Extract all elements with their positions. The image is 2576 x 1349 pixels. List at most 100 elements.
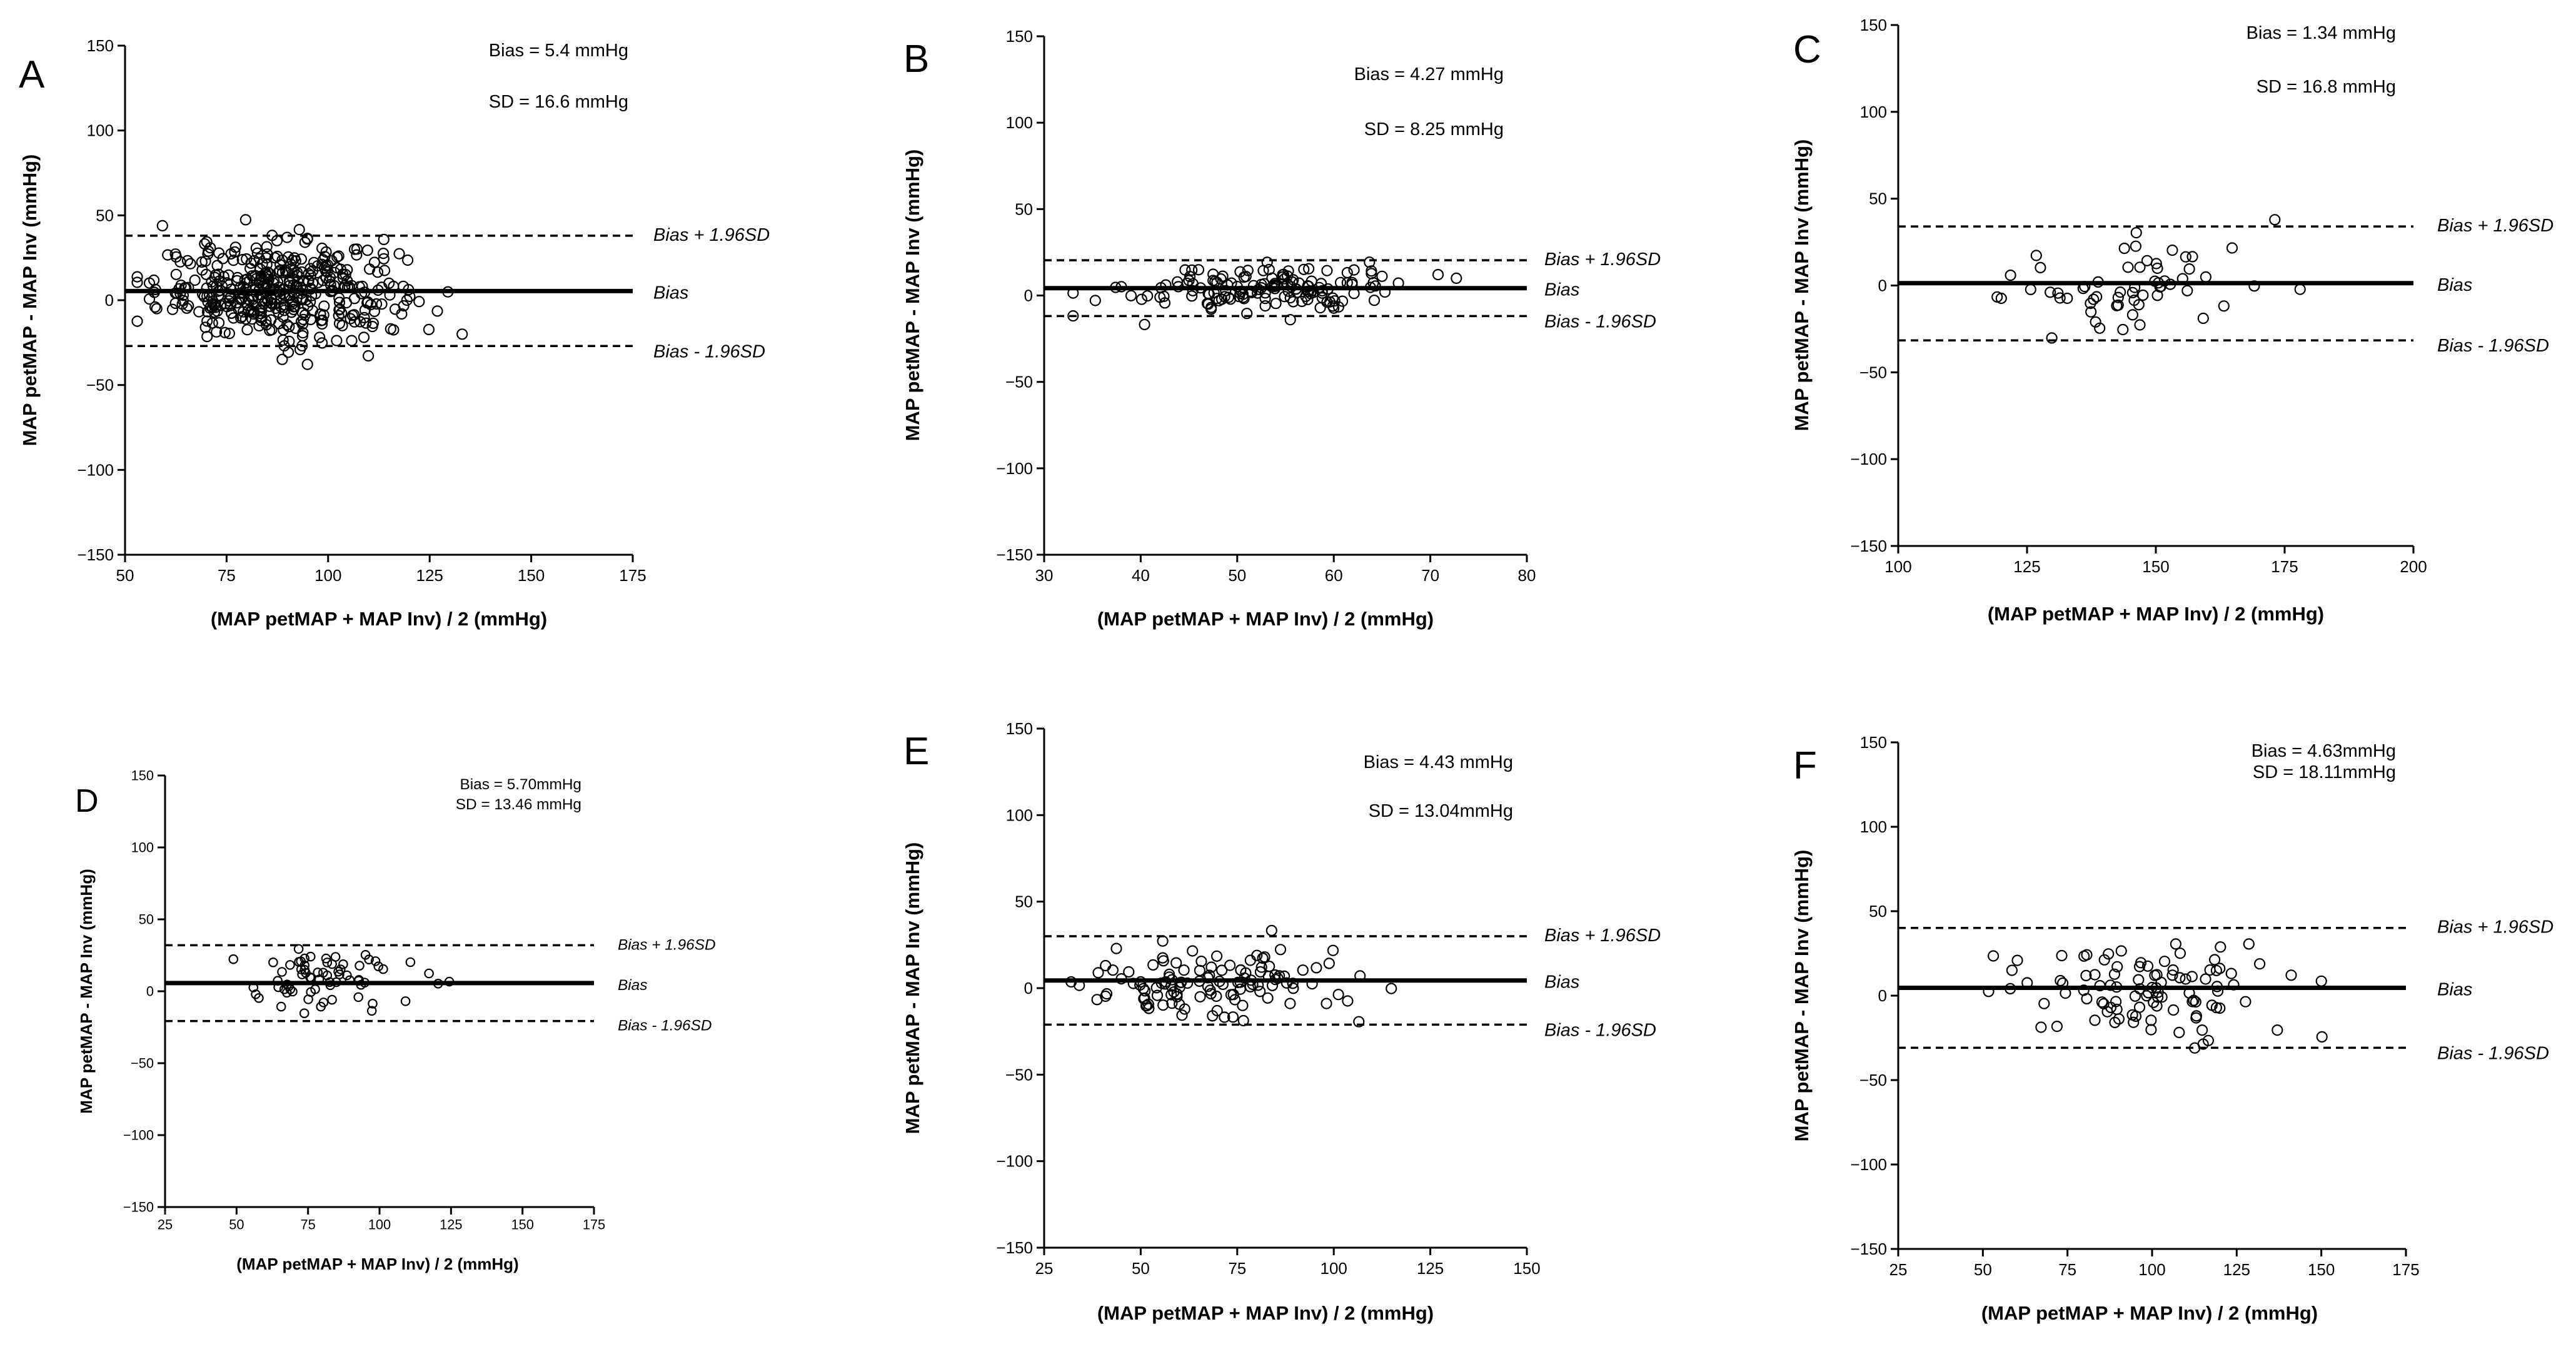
data-point: [2150, 258, 2162, 270]
data-point: [316, 1001, 326, 1012]
data-point: [423, 323, 435, 336]
data-point: [2166, 245, 2178, 256]
y-tick-label: −50: [86, 376, 114, 395]
data-point: [300, 294, 312, 306]
data-point: [256, 311, 268, 323]
data-point: [2174, 972, 2186, 984]
x-tick-label: 200: [2400, 557, 2427, 576]
data-point: [184, 258, 196, 270]
panel-letter: C: [1793, 28, 1821, 71]
data-point: [2214, 962, 2226, 974]
data-point: [196, 256, 208, 268]
data-point: [378, 233, 390, 245]
data-point: [317, 254, 330, 266]
y-axis-title: MAP petMAP - MAP Inv (mmHg): [77, 869, 96, 1113]
data-point: [1241, 308, 1253, 320]
data-point: [1245, 286, 1258, 298]
bias-annotation: Bias = 5.4 mmHg: [489, 41, 628, 61]
data-point: [2145, 1014, 2157, 1026]
sd-annotation: SD = 18.11mmHg: [2253, 762, 2396, 782]
data-point: [1089, 295, 1101, 306]
y-axis-title: MAP petMAP - MAP Inv (mmHg): [902, 842, 923, 1134]
data-point: [306, 987, 316, 997]
y-tick-label: 150: [1860, 16, 1887, 34]
data-point: [296, 294, 308, 306]
data-point: [1282, 285, 1294, 297]
data-point: [396, 308, 408, 320]
data-point: [1297, 964, 1309, 976]
data-point: [278, 340, 290, 352]
data-point: [1211, 276, 1223, 288]
data-point: [213, 268, 224, 280]
data-point: [378, 265, 391, 276]
data-point: [1306, 978, 1318, 990]
bias-label: Bias: [653, 283, 688, 303]
data-point: [325, 286, 336, 298]
data-point: [1194, 991, 1206, 1003]
data-point: [1067, 287, 1079, 299]
data-point: [1154, 291, 1166, 303]
data-point: [2151, 262, 2163, 275]
bias-label: Bias: [618, 977, 647, 994]
data-point: [2130, 1010, 2142, 1023]
data-point: [1187, 285, 1199, 296]
data-point: [1368, 295, 1381, 306]
data-point: [1151, 989, 1164, 1001]
data-point: [2079, 281, 2091, 293]
data-point: [293, 224, 305, 236]
data-point: [283, 346, 294, 358]
data-point: [1205, 301, 1217, 313]
data-point: [333, 296, 346, 308]
data-point: [2094, 979, 2106, 992]
data-point: [1279, 970, 1291, 983]
data-point: [342, 970, 352, 981]
data-point: [315, 315, 327, 326]
data-point: [1451, 272, 1462, 284]
data-point: [2158, 956, 2171, 968]
y-tick-label: 150: [1860, 733, 1887, 752]
data-point: [2226, 242, 2238, 254]
data-point: [351, 249, 363, 261]
data-point: [283, 251, 294, 263]
data-point: [337, 272, 349, 284]
data-point: [2141, 960, 2154, 972]
data-point: [225, 248, 237, 260]
data-point: [276, 1001, 286, 1012]
data-point: [1215, 293, 1228, 305]
data-point: [228, 255, 239, 266]
y-axis-title: MAP petMAP - MAP Inv (mmHg): [1791, 850, 1813, 1142]
data-point: [1237, 999, 1249, 1011]
y-tick-label: 100: [1006, 113, 1033, 132]
data-point: [248, 983, 259, 993]
data-point: [2243, 938, 2255, 950]
x-tick-label: 100: [1884, 557, 1911, 576]
data-point: [170, 268, 182, 280]
data-point: [2098, 998, 2110, 1010]
data-point: [2134, 319, 2146, 331]
y-tick-label: 150: [1006, 719, 1033, 738]
data-point: [362, 350, 375, 362]
data-point: [354, 316, 366, 328]
y-tick-label: 50: [1869, 902, 1887, 921]
panel-letter: A: [19, 53, 45, 96]
data-point: [2113, 1013, 2125, 1025]
data-point: [2111, 961, 2123, 973]
data-point: [239, 274, 251, 286]
data-point: [1176, 1009, 1188, 1021]
data-point: [2098, 954, 2110, 966]
y-tick-label: −100: [77, 460, 114, 479]
y-tick-label: 50: [1015, 200, 1033, 218]
data-point: [226, 307, 238, 319]
data-point: [2030, 250, 2042, 261]
data-point: [143, 277, 156, 289]
data-point: [2085, 306, 2097, 318]
data-point: [338, 959, 348, 969]
data-point: [1342, 995, 1354, 1007]
data-point: [1166, 974, 1178, 986]
data-point: [1270, 298, 1282, 310]
data-point: [2038, 998, 2050, 1009]
sd-annotation: SD = 16.8 mmHg: [2257, 77, 2396, 97]
bias-annotation: Bias = 4.27 mmHg: [1354, 64, 1504, 84]
data-point: [1245, 974, 1257, 986]
